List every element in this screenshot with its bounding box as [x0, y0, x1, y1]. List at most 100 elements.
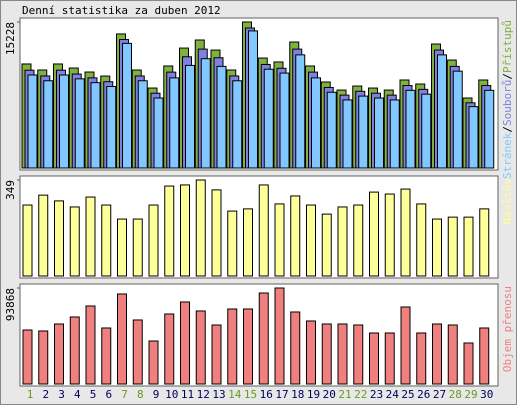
bar	[243, 208, 253, 277]
bar	[432, 323, 442, 385]
bar	[342, 99, 353, 169]
bar	[337, 206, 348, 277]
bar	[43, 80, 54, 169]
bar	[85, 305, 96, 385]
x-tick-label: 8	[137, 388, 144, 401]
x-tick-label: 29	[464, 388, 477, 401]
bar	[106, 86, 117, 169]
bar	[200, 58, 211, 169]
bar	[452, 70, 463, 169]
bar	[405, 89, 416, 169]
legend-entry: Souborů	[501, 80, 514, 126]
bar	[180, 301, 190, 385]
x-tick-label: 22	[354, 388, 367, 401]
bar	[353, 324, 364, 385]
bar	[232, 80, 243, 169]
x-tick-label: 3	[58, 388, 65, 401]
x-tick-label: 21	[338, 388, 351, 401]
bar	[479, 208, 490, 277]
bar	[369, 332, 379, 385]
bar	[463, 216, 474, 277]
x-tick-label: 27	[433, 388, 446, 401]
bar	[279, 72, 290, 169]
bar	[437, 54, 447, 169]
bar	[164, 185, 175, 277]
bar	[148, 204, 159, 277]
x-tick-label: 30	[480, 388, 493, 401]
bar	[484, 89, 495, 169]
bar	[416, 332, 427, 385]
bar	[216, 65, 227, 169]
bar	[463, 342, 474, 385]
bar	[153, 97, 164, 169]
bar	[59, 74, 69, 169]
bar	[321, 213, 332, 277]
bar	[54, 200, 64, 277]
bar	[54, 323, 64, 385]
bar	[468, 106, 479, 169]
bar	[321, 323, 332, 385]
bar	[90, 82, 101, 169]
bar	[211, 324, 222, 385]
bar	[185, 64, 195, 169]
bar	[384, 332, 395, 385]
chart-title: Denní statistika za duben 2012	[22, 4, 221, 17]
bar	[263, 68, 274, 169]
bar	[69, 316, 80, 385]
bar	[479, 327, 490, 385]
x-tick-label: 2	[42, 388, 49, 401]
bar	[416, 203, 427, 277]
x-tick-label: 19	[307, 388, 320, 401]
bar	[74, 78, 85, 169]
bar	[400, 306, 411, 385]
x-tick-label: 5	[90, 388, 97, 401]
x-tick-label: 4	[74, 388, 81, 401]
legend-separator: /	[501, 126, 514, 133]
x-tick-label: 25	[401, 388, 414, 401]
bar	[180, 184, 190, 277]
x-tick-label: 9	[153, 388, 160, 401]
x-tick-label: 14	[228, 388, 242, 401]
x-tick-label: 28	[449, 388, 462, 401]
bar	[353, 204, 364, 277]
bar	[195, 310, 206, 385]
bar	[326, 91, 337, 169]
bar	[117, 293, 127, 385]
bar	[164, 313, 175, 385]
bar	[311, 77, 321, 169]
bar	[258, 292, 269, 385]
x-tick-label: 13	[212, 388, 225, 401]
y-tick-label: 349	[4, 180, 17, 200]
bar	[306, 204, 316, 277]
bar	[258, 184, 269, 277]
bar	[274, 203, 285, 277]
y-tick-label: 93868	[4, 288, 17, 321]
bar	[337, 323, 348, 385]
bar	[137, 80, 148, 169]
x-tick-label: 24	[386, 388, 400, 401]
bar	[290, 311, 301, 385]
bar	[101, 204, 112, 277]
bar	[295, 54, 306, 169]
bar	[122, 42, 132, 169]
bar	[22, 204, 33, 277]
bar	[27, 74, 38, 169]
bar	[211, 189, 222, 277]
bar	[101, 327, 112, 385]
x-tick-label: 11	[181, 388, 194, 401]
legend: Stránek/Souborů/Přístupů	[501, 20, 514, 179]
bar	[447, 216, 458, 277]
bar	[227, 308, 238, 385]
bar	[148, 340, 159, 385]
bar	[117, 218, 127, 277]
bar	[384, 193, 395, 277]
x-tick-label: 1	[27, 388, 34, 401]
bar	[274, 287, 285, 385]
bar	[38, 194, 49, 277]
x-tick-label: 10	[165, 388, 178, 401]
bar	[132, 319, 143, 385]
bar	[243, 308, 253, 385]
bar	[290, 195, 301, 277]
bar	[85, 196, 96, 277]
